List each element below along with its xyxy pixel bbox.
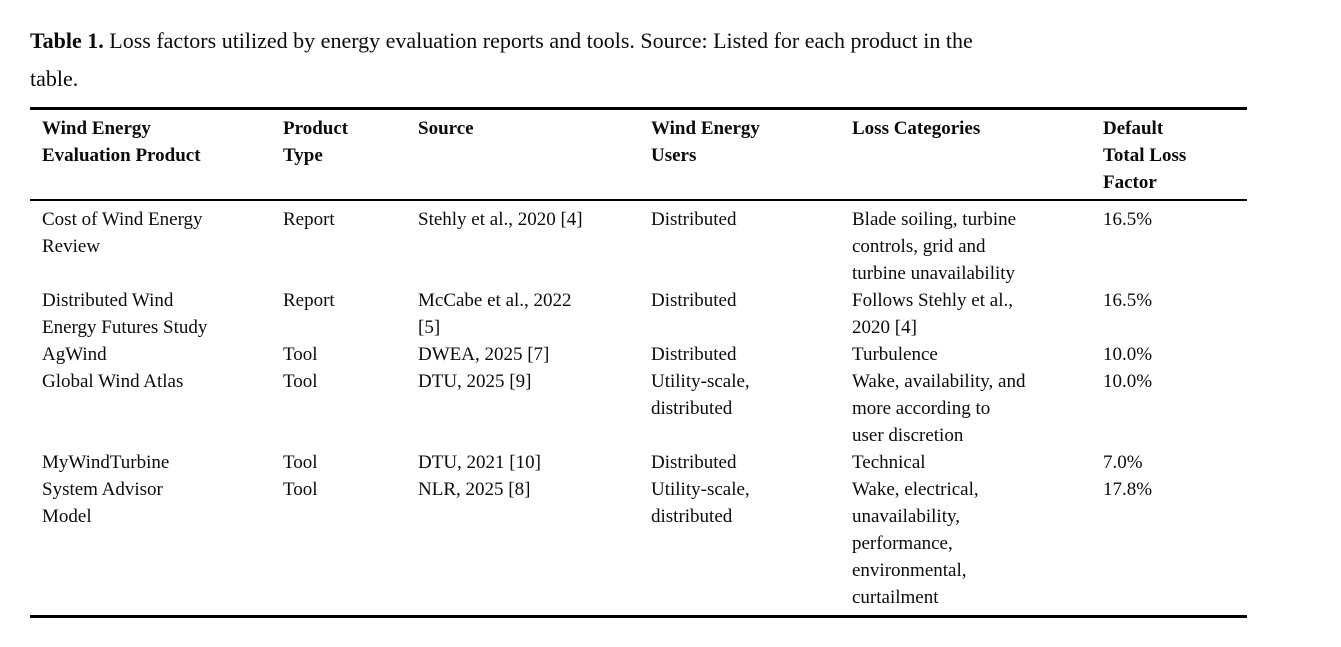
table-body: Cost of Wind Energy Review Report Stehly e… [30,200,1247,617]
cell-source: NLR, 2025 [8] [418,479,531,500]
cell-product-type: Report [283,290,335,311]
table-caption-text: Loss factors utilized by energy evaluati… [30,28,973,91]
cell-default-total-loss-factor: 17.8% [1103,479,1153,500]
cell-default-total-loss-factor: 10.0% [1103,371,1153,392]
column-header: Source [418,108,651,201]
cell-product: Cost of Wind Energy Review [42,209,203,257]
table-row: AgWind Tool DWEA, 2025 [7] Distributed Turbu… [30,341,1247,368]
table-row: Cost of Wind Energy Review Report Stehly e… [30,200,1247,287]
cell-loss-categories: Turbulence [852,344,938,365]
cell-loss-categories: Wake, availability, and more according t… [852,371,1026,446]
cell-users: Distributed [651,344,737,365]
column-header: Loss Categories [852,108,1103,201]
cell-source: Stehly et al., 2020 [4] [418,209,583,230]
cell-product-type: Tool [283,371,318,392]
table-row: Distributed Wind Energy Futures Study Rep… [30,287,1247,341]
cell-default-total-loss-factor: 10.0% [1103,344,1153,365]
cell-loss-categories: Blade soiling, turbine controls, grid an… [852,209,1017,284]
loss-factors-table: Wind Energy Evaluation Product Product Ty… [30,107,1247,618]
cell-default-total-loss-factor: 7.0% [1103,452,1143,473]
cell-users: Distributed [651,290,737,311]
cell-product-type: Report [283,209,335,230]
cell-source: DWEA, 2025 [7] [418,344,550,365]
cell-product: AgWind [42,344,107,365]
cell-product-type: Tool [283,452,318,473]
table-header-row: Wind Energy Evaluation Product Product Ty… [30,108,1247,201]
cell-source: DTU, 2021 [10] [418,452,541,473]
column-header: Wind Energy Evaluation Product [30,108,283,201]
table-row: MyWindTurbine Tool DTU, 2021 [10] Distribut… [30,449,1247,476]
column-header: Wind Energy Users [651,108,852,201]
cell-product-type: Tool [283,344,318,365]
column-header: Default Total Loss Factor [1103,108,1247,201]
table-row: Global Wind Atlas Tool DTU, 2025 [9] Utilit… [30,368,1247,449]
cell-product: System Advisor Model [42,479,163,527]
cell-product: MyWindTurbine [42,452,170,473]
cell-users: Utility-scale, distributed [651,479,750,527]
cell-users: Utility-scale, distributed [651,371,750,419]
cell-loss-categories: Follows Stehly et al., 2020 [4] [852,290,1013,338]
cell-source: DTU, 2025 [9] [418,371,532,392]
cell-users: Distributed [651,209,737,230]
cell-default-total-loss-factor: 16.5% [1103,290,1153,311]
column-header: Product Type [283,108,418,201]
cell-product: Global Wind Atlas [42,371,184,392]
cell-product: Distributed Wind Energy Futures Study [42,290,208,338]
cell-loss-categories: Wake, electrical, unavailability, perfor… [852,479,979,608]
table-caption: Table 1. Loss factors utilized by energy… [30,22,1311,98]
table-row: System Advisor Model Tool NLR, 2025 [8] Uti… [30,476,1247,617]
cell-source: McCabe et al., 2022 [5] [418,290,572,338]
cell-loss-categories: Technical [852,452,926,473]
cell-default-total-loss-factor: 16.5% [1103,209,1153,230]
cell-users: Distributed [651,452,737,473]
cell-product-type: Tool [283,479,318,500]
table-caption-label: Table 1. [30,28,104,53]
